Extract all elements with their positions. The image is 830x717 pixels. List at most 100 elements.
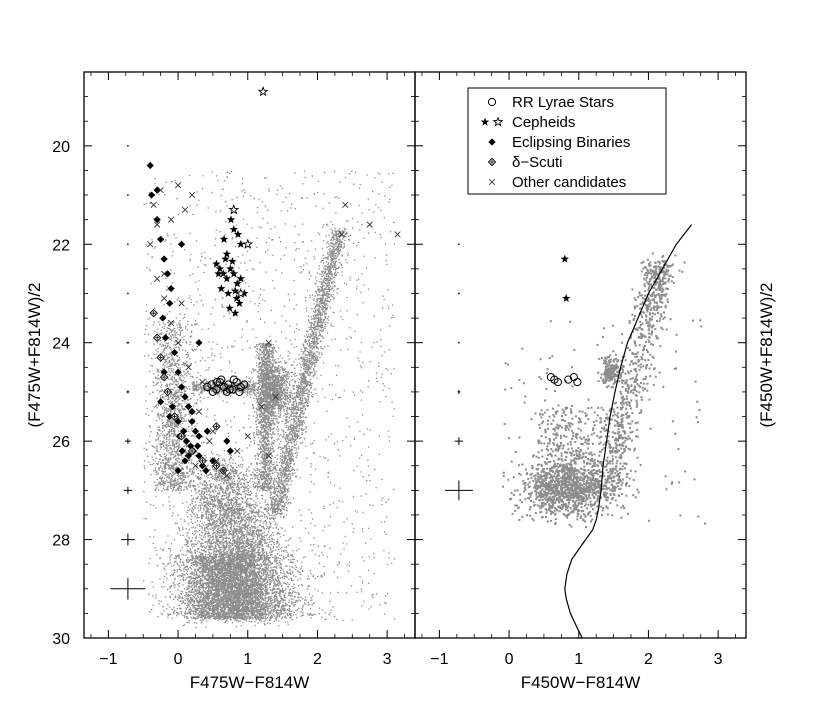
field-star: [225, 570, 227, 572]
field-star: [204, 475, 206, 477]
field-star: [237, 509, 239, 511]
field-star: [268, 526, 270, 528]
field-star: [202, 618, 204, 621]
field-star: [252, 574, 254, 576]
field-star: [272, 609, 275, 611]
field-star: [276, 609, 278, 611]
field-star: [143, 580, 145, 582]
field-star: [210, 523, 213, 525]
field-star: [321, 609, 324, 611]
field-star: [224, 522, 226, 525]
field-star: [184, 599, 186, 601]
field-star: [192, 523, 194, 525]
field-star: [246, 542, 248, 544]
field-star: [196, 515, 199, 517]
field-star: [283, 582, 286, 584]
field-star: [215, 538, 217, 541]
field-star: [284, 597, 286, 599]
field-star: [207, 601, 209, 603]
field-star: [252, 571, 254, 573]
field-star: [256, 543, 258, 546]
field-star: [164, 568, 166, 571]
field-star: [241, 542, 243, 544]
field-star: [300, 611, 302, 613]
field-star: [283, 555, 285, 557]
field-star: [221, 459, 224, 461]
field-star: [212, 483, 215, 486]
field-star: [237, 558, 239, 560]
field-star: [265, 574, 267, 576]
field-star: [182, 625, 184, 627]
field-star: [246, 595, 248, 597]
field-star: [200, 552, 202, 554]
field-star: [219, 505, 221, 507]
field-star: [292, 614, 295, 616]
field-star: [181, 575, 183, 577]
field-star: [215, 556, 218, 559]
field-star: [286, 571, 288, 573]
field-star: [249, 553, 251, 555]
field-star: [210, 609, 212, 611]
field-star: [212, 527, 214, 529]
field-star: [254, 515, 256, 518]
field-star: [186, 621, 188, 624]
field-star: [324, 618, 326, 620]
field-star: [310, 617, 312, 619]
field-star: [235, 520, 237, 522]
field-star: [213, 585, 215, 587]
field-star: [188, 484, 190, 486]
field-star: [240, 581, 242, 584]
field-star: [191, 495, 193, 497]
field-star: [210, 497, 212, 499]
field-star: [261, 536, 263, 538]
field-star: [281, 616, 283, 618]
field-star: [249, 480, 251, 482]
field-star: [206, 527, 209, 529]
field-star: [193, 584, 195, 586]
field-star: [211, 596, 214, 598]
field-star: [255, 547, 257, 549]
field-star: [279, 560, 281, 562]
field-star: [205, 527, 207, 529]
field-star: [282, 598, 285, 601]
field-star: [221, 596, 224, 598]
field-star: [195, 535, 197, 537]
field-star: [190, 479, 192, 481]
field-star: [237, 509, 240, 512]
field-star: [240, 471, 242, 474]
field-star: [290, 579, 293, 581]
field-star: [209, 519, 211, 521]
field-star: [296, 600, 299, 602]
field-star: [258, 553, 260, 555]
field-star: [283, 575, 285, 578]
field-star: [203, 550, 205, 552]
field-star: [216, 541, 218, 543]
field-star: [221, 487, 223, 489]
field-star: [228, 545, 230, 547]
field-star: [246, 611, 248, 613]
field-star: [207, 545, 209, 547]
field-star: [246, 475, 248, 477]
field-star: [190, 490, 193, 492]
field-star: [224, 490, 227, 492]
field-star: [201, 514, 203, 516]
field-star: [201, 545, 204, 548]
field-star: [246, 526, 248, 528]
field-star: [203, 549, 205, 551]
field-star: [171, 608, 173, 611]
field-star: [284, 592, 286, 594]
field-star: [193, 545, 195, 547]
field-star: [264, 516, 266, 518]
field-star: [237, 518, 240, 520]
field-star: [238, 554, 240, 556]
field-star: [193, 526, 195, 528]
field-star: [209, 468, 211, 470]
field-star: [243, 537, 246, 539]
field-star: [214, 541, 217, 543]
field-star: [237, 548, 239, 550]
field-star: [225, 600, 227, 602]
field-star: [169, 595, 171, 598]
field-star: [231, 499, 233, 501]
field-star: [285, 583, 288, 586]
field-star: [261, 569, 263, 571]
